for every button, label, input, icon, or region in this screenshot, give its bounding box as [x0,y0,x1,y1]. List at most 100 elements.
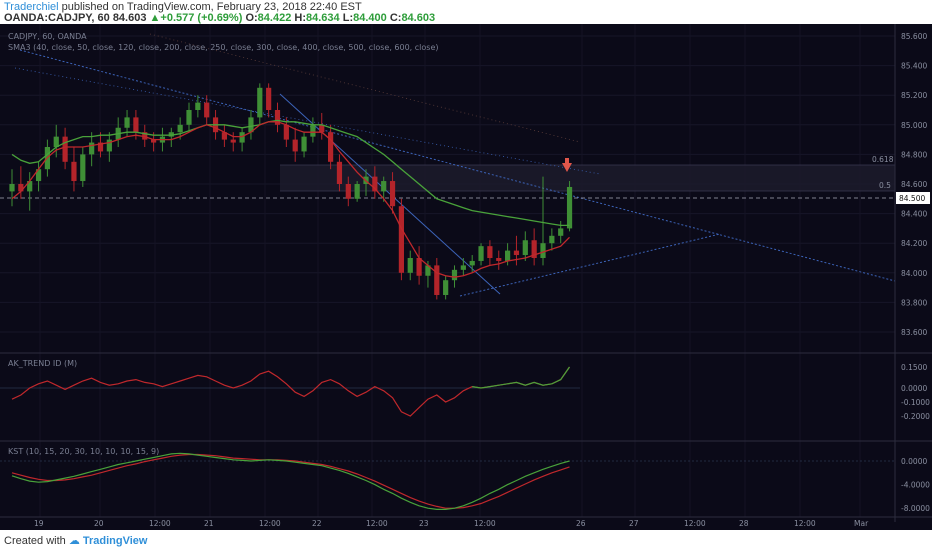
price-tick-label: 84.400 [901,210,927,219]
ak-trend-line-positive [472,366,570,389]
candle-body[interactable] [487,246,493,258]
candle-body[interactable] [522,240,528,256]
time-tick-label: 21 [204,519,214,528]
candle-body[interactable] [558,228,564,236]
candle-body[interactable] [266,87,272,110]
candle-body[interactable] [398,206,404,273]
candle-body[interactable] [389,181,396,207]
candle-body[interactable] [204,102,210,118]
close-label: C: [389,12,402,24]
price-tick-label: 84.200 [901,239,927,248]
current-price-label: 84.500 [899,194,925,203]
ak-trend-title: AK_TREND ID (M) [8,359,77,368]
candle-body[interactable] [9,184,15,192]
candle-body[interactable] [301,136,307,152]
candle-body[interactable] [257,87,263,118]
chart-area[interactable]: 0.618 0.5 CADJPY, 60, OANDA SMA3 (40, cl… [0,24,932,530]
candle-body[interactable] [53,136,59,147]
candle-body[interactable] [451,269,458,281]
candle-body[interactable] [186,110,192,125]
high-value: 84.634 [306,12,340,24]
candle-body[interactable] [151,139,157,143]
candle-body[interactable] [345,184,351,199]
footer: Created with ☁ TradingView [0,530,932,550]
candle-body[interactable] [283,124,289,140]
candle-body[interactable] [443,280,449,295]
price-change: +0.577 (+0.69%) [160,12,243,24]
candle-body[interactable] [274,110,281,125]
candle-body[interactable] [381,181,387,192]
symbol-title: CADJPY, 60, OANDA [8,32,87,41]
time-tick-label: 12:00 [259,519,281,528]
candle-body[interactable] [177,124,183,133]
candle-body[interactable] [372,176,378,192]
rising-support-line[interactable] [459,233,721,297]
candle-body[interactable] [80,154,86,182]
candle-body[interactable] [62,136,68,162]
candle-body[interactable] [124,117,130,128]
candle-body[interactable] [221,132,227,140]
price-tick-label: 84.800 [901,150,927,159]
time-tick-label: 12:00 [794,519,816,528]
candle-body[interactable] [505,250,511,261]
candle-body[interactable] [416,258,422,276]
sma-slow-line [11,119,570,227]
candle-body[interactable] [469,260,475,266]
candle-body[interactable] [310,124,316,137]
candle-body[interactable] [319,124,325,133]
time-tick-label: 12:00 [149,519,171,528]
ak-axis: 0.1500 0.0000 -0.1000 -0.2000 [901,363,930,421]
candle-body[interactable] [35,169,42,182]
candle-body[interactable] [540,243,546,258]
candle-body[interactable] [336,161,343,184]
price-axis[interactable]: 85.600 85.400 85.200 85.000 84.800 84.600 84.4… [901,32,927,337]
candle-body[interactable] [89,142,95,155]
candle-body[interactable] [97,142,104,152]
symbol-info: OANDA:CADJPY, 60 [4,12,113,24]
open-value: 84.422 [257,12,292,24]
candle-body[interactable] [407,258,413,273]
low-label: L: [342,12,354,24]
candle-body[interactable] [195,102,201,110]
candle-body[interactable] [496,258,502,261]
symbol-line: OANDA:CADJPY, 60 84.603 ▲+0.577 (+0.69%)… [4,12,435,24]
ak-tick-label: 0.1500 [901,363,927,372]
candle-body[interactable] [27,181,33,192]
high-label: H: [294,12,306,24]
time-tick-label: 22 [312,519,322,528]
candle-body[interactable] [230,139,236,143]
price-tick-label: 85.400 [901,62,927,71]
descending-trendline[interactable] [19,49,896,282]
candle-body[interactable] [106,139,112,152]
candle-body[interactable] [531,240,537,258]
tradingview-brand-link[interactable]: TradingView [82,535,148,547]
grid [0,24,895,517]
last-price: 84.603 [112,12,147,24]
candle-body[interactable] [425,265,431,276]
ak-tick-label: -0.2000 [901,412,930,421]
candle-body[interactable] [434,265,440,295]
kst-signal-line [11,453,570,509]
price-tick-label: 84.000 [901,269,927,278]
arrow-down-icon [562,158,572,172]
candle-body[interactable] [168,132,174,137]
author-link[interactable]: Traderchiel [4,1,59,13]
candle-body[interactable] [328,132,334,162]
time-axis[interactable]: 19 20 12:00 21 12:00 22 12:00 23 12:00 26 27 12:00 2… [34,519,869,528]
candle-body[interactable] [478,246,484,261]
candle-body[interactable] [549,235,555,244]
candle-body[interactable] [71,161,77,182]
candle-body[interactable] [460,265,466,270]
candle-body[interactable] [133,117,139,133]
candle-body[interactable] [292,139,298,152]
candle-body[interactable] [513,250,520,256]
candle-body[interactable] [142,132,148,140]
candle-body[interactable] [18,184,24,192]
close-value: 84.603 [401,12,436,24]
time-tick-label: 12:00 [366,519,388,528]
candle-body[interactable] [248,117,254,133]
candle-body[interactable] [239,132,245,143]
candle-body[interactable] [566,186,573,229]
candle-body[interactable] [354,184,360,199]
price-tick-label: 85.200 [901,91,927,100]
